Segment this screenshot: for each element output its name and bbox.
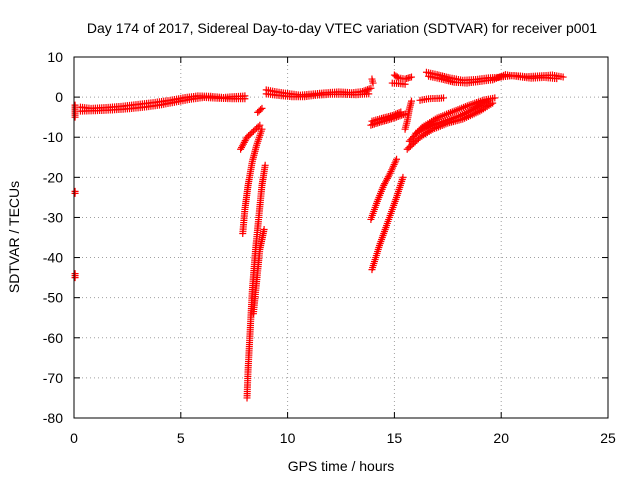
x-tick-label: 10 [280,430,296,446]
data-point [246,130,254,138]
data-point [393,73,401,81]
data-point [258,125,266,133]
data-point [385,171,393,179]
data-point [390,111,398,119]
data-point [405,144,413,152]
x-tick-label: 0 [70,430,78,446]
data-point [407,73,415,81]
data-point [559,73,567,81]
y-tick-label: -70 [43,370,63,386]
y-tick-label: -80 [43,410,63,426]
data-point [365,90,373,98]
x-tick-label: 25 [600,430,616,446]
data-point [363,86,371,94]
data-point [245,132,253,140]
data-point [553,75,561,83]
data-point [393,109,401,117]
data-point [251,126,259,134]
data-point [71,189,79,197]
data-points [71,68,567,402]
y-tick-label: 0 [55,89,63,105]
data-point [408,141,416,149]
data-point [411,138,419,146]
x-tick-label: 20 [493,430,509,446]
plot-frame [73,56,609,419]
chart-title: Day 174 of 2017, Sidereal Day-to-day VTE… [87,20,597,36]
data-point [260,225,268,233]
data-point [403,145,411,153]
data-point [395,109,403,117]
data-point [253,124,261,132]
data-point [258,104,266,112]
data-point [367,84,375,92]
data-point [484,97,492,105]
x-axis-label: GPS time / hours [288,458,395,474]
y-axis-label: SDTVAR / TECUs [6,181,22,293]
y-tick-label: 10 [47,49,63,65]
data-point [254,123,262,131]
x-tick-label: 15 [387,430,403,446]
data-point [393,155,401,163]
data-point [440,94,448,102]
y-tick-label: -50 [43,290,63,306]
y-tick-label: -30 [43,209,63,225]
data-point [71,113,79,121]
data-point [257,106,265,114]
data-point [406,142,414,150]
data-point [243,133,251,141]
data-point [410,139,418,147]
y-tick-label: -10 [43,129,63,145]
data-point [491,94,499,102]
data-point [413,136,421,144]
data-point [362,86,370,94]
data-point [248,129,256,137]
data-point [407,97,415,105]
y-tick-label: -20 [43,169,63,185]
data-point [241,95,249,103]
data-point [399,173,407,181]
y-tick-label: -40 [43,250,63,266]
data-point [397,108,405,116]
y-axis-ticks: 10 0 -10 -20 -30 -40 -50 -60 -70 -80 [43,49,608,426]
x-axis-ticks: 0 5 10 15 20 25 [70,57,616,446]
data-point [392,110,400,118]
data-point [388,112,396,120]
data-point [249,127,257,135]
x-tick-label: 5 [177,430,185,446]
data-point [261,161,269,169]
y-tick-label: -60 [43,330,63,346]
data-point [369,79,377,87]
data-point [71,274,79,282]
data-point [256,121,264,129]
data-point [401,80,409,88]
